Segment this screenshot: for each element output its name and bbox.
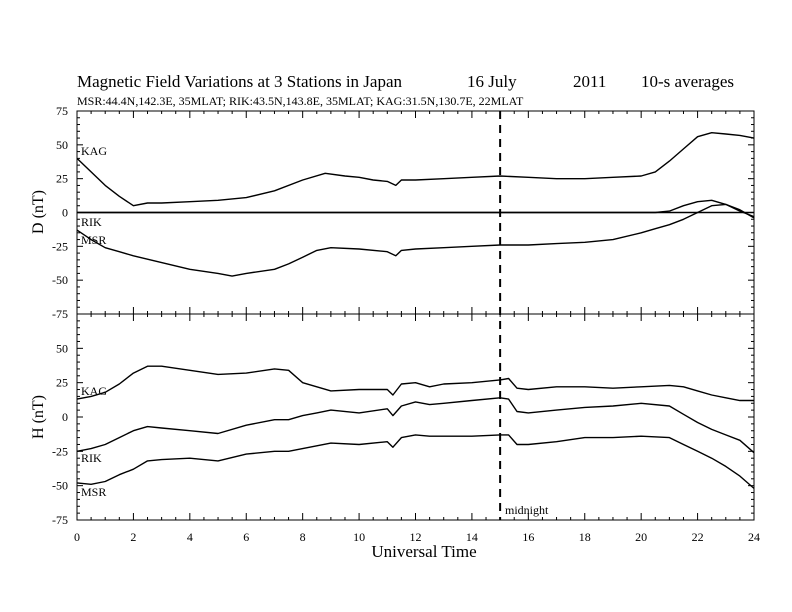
h-axis-label: H (nT): [30, 395, 47, 439]
chart-date: 16 July: [467, 72, 517, 91]
h-y-tick-label: -25: [52, 444, 68, 458]
h-y-tick-label: 25: [56, 376, 68, 390]
d-y-tick-label: -50: [52, 273, 68, 287]
d-y-tick-label: -25: [52, 239, 68, 253]
x-tick-label: 0: [74, 530, 80, 544]
x-tick-label: 22: [692, 530, 704, 544]
chart-averaging: 10-s averages: [641, 72, 734, 91]
d-y-tick-label: -75: [52, 307, 68, 321]
h-y-tick-label: 50: [56, 341, 68, 355]
x-tick-label: 16: [522, 530, 534, 544]
x-tick-label: 8: [300, 530, 306, 544]
h-series-rik: [76, 397, 755, 454]
x-axis-label: Universal Time: [371, 542, 476, 561]
bottom-panel-frame: [76, 313, 755, 521]
h-kag-label: KAG: [81, 384, 107, 398]
h-rik-label: RIK: [81, 451, 102, 465]
h-series-msr: [76, 434, 755, 489]
d-y-tick-label: 75: [56, 104, 68, 118]
x-tick-label: 18: [579, 530, 591, 544]
h-y-tick-label: 0: [62, 410, 68, 424]
x-tick-label: 4: [187, 530, 193, 544]
x-tick-label: 24: [748, 530, 760, 544]
midnight-label: midnight: [505, 503, 549, 517]
x-tick-label: 20: [635, 530, 647, 544]
x-tick-label: 6: [243, 530, 249, 544]
chart-year: 2011: [573, 72, 606, 91]
h-y-tick-label: -50: [52, 479, 68, 493]
d-rik-label: RIK: [81, 215, 102, 229]
x-tick-label: 2: [130, 530, 136, 544]
d-kag-label: KAG: [81, 144, 107, 158]
h-y-tick-label: -75: [52, 513, 68, 527]
d-axis-label: D (nT): [30, 190, 47, 234]
d-series-msr: [76, 203, 755, 277]
d-y-tick-label: 0: [62, 206, 68, 220]
chart-title: Magnetic Field Variations at 3 Stations …: [77, 72, 403, 91]
d-y-tick-label: 25: [56, 172, 68, 186]
h-msr-label: MSR: [81, 485, 106, 499]
chart-subtitle: MSR:44.4N,142.3E, 35MLAT; RIK:43.5N,143.…: [77, 94, 524, 108]
x-tick-label: 10: [353, 530, 365, 544]
d-series-kag: [76, 131, 755, 207]
x-tick-label: 14: [466, 530, 478, 544]
x-tick-label: 12: [410, 530, 422, 544]
d-y-tick-label: 50: [56, 138, 68, 152]
h-series-kag: [76, 365, 754, 402]
